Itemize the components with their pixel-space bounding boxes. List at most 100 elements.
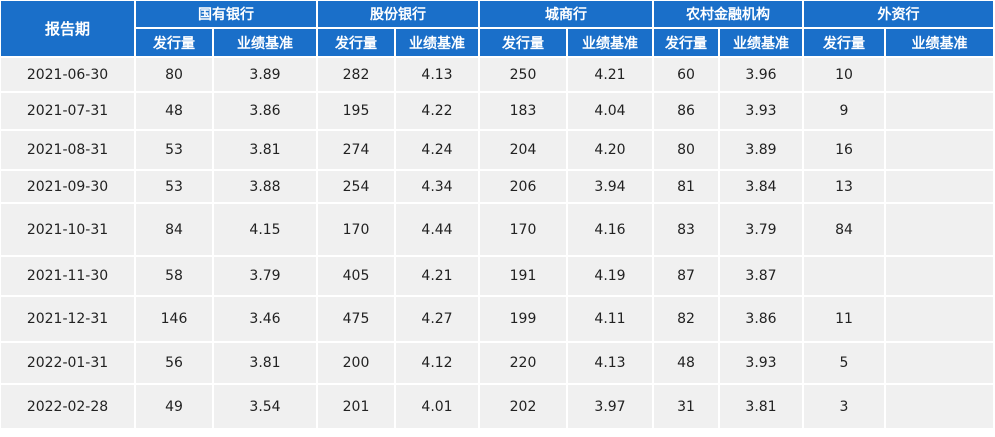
volume-cell: 191 bbox=[480, 257, 568, 297]
group-header: 农村金融机构 bbox=[654, 1, 804, 29]
period-cell: 2021-12-31 bbox=[1, 297, 136, 343]
sub-header-volume: 发行量 bbox=[480, 29, 568, 58]
volume-cell: 146 bbox=[136, 297, 214, 343]
period-cell: 2021-06-30 bbox=[1, 58, 136, 93]
benchmark-cell: 4.34 bbox=[396, 171, 480, 204]
table-row: 2021-08-31 53 3.81 274 4.24 204 4.20 80 3.89 16 bbox=[1, 131, 993, 171]
group-header: 外资行 bbox=[804, 1, 993, 29]
table-row: 2021-10-31 84 4.15 170 4.44 170 4.16 83 3.79 84 bbox=[1, 204, 993, 257]
volume-cell: 475 bbox=[318, 297, 396, 343]
volume-cell: 9 bbox=[804, 93, 886, 131]
sub-header-benchmark: 业绩基准 bbox=[720, 29, 804, 58]
volume-cell: 202 bbox=[480, 385, 568, 430]
table-body: 2021-06-30 80 3.89 282 4.13 250 4.21 60 3.96 10 20… bbox=[1, 58, 993, 430]
sub-header-benchmark: 业绩基准 bbox=[214, 29, 318, 58]
benchmark-cell: 3.93 bbox=[720, 343, 804, 385]
benchmark-cell: 4.20 bbox=[568, 131, 654, 171]
volume-cell: 254 bbox=[318, 171, 396, 204]
volume-cell: 199 bbox=[480, 297, 568, 343]
volume-cell: 53 bbox=[136, 131, 214, 171]
volume-cell: 170 bbox=[318, 204, 396, 257]
group-header: 国有银行 bbox=[136, 1, 318, 29]
table-row: 2021-11-30 58 3.79 405 4.21 191 4.19 87 3.87 bbox=[1, 257, 993, 297]
volume-cell: 16 bbox=[804, 131, 886, 171]
sub-header-volume: 发行量 bbox=[804, 29, 886, 58]
volume-cell: 31 bbox=[654, 385, 720, 430]
benchmark-cell: 3.81 bbox=[720, 385, 804, 430]
volume-cell: 200 bbox=[318, 343, 396, 385]
sub-header-volume: 发行量 bbox=[654, 29, 720, 58]
volume-cell: 201 bbox=[318, 385, 396, 430]
sub-header-volume: 发行量 bbox=[318, 29, 396, 58]
volume-cell: 206 bbox=[480, 171, 568, 204]
volume-cell: 84 bbox=[804, 204, 886, 257]
volume-cell: 405 bbox=[318, 257, 396, 297]
volume-cell: 81 bbox=[654, 171, 720, 204]
benchmark-cell bbox=[886, 257, 993, 297]
volume-cell: 48 bbox=[136, 93, 214, 131]
volume-cell: 48 bbox=[654, 343, 720, 385]
benchmark-cell: 4.21 bbox=[568, 58, 654, 93]
benchmark-cell: 4.13 bbox=[396, 58, 480, 93]
period-cell: 2022-02-28 bbox=[1, 385, 136, 430]
volume-cell: 11 bbox=[804, 297, 886, 343]
table-row: 2021-06-30 80 3.89 282 4.13 250 4.21 60 3.96 10 bbox=[1, 58, 993, 93]
benchmark-cell: 3.46 bbox=[214, 297, 318, 343]
sub-header-volume: 发行量 bbox=[136, 29, 214, 58]
benchmark-cell bbox=[886, 343, 993, 385]
volume-cell: 204 bbox=[480, 131, 568, 171]
benchmark-cell bbox=[886, 58, 993, 93]
benchmark-cell: 4.44 bbox=[396, 204, 480, 257]
benchmark-cell: 3.89 bbox=[720, 131, 804, 171]
benchmark-cell: 3.86 bbox=[214, 93, 318, 131]
benchmark-cell: 3.79 bbox=[214, 257, 318, 297]
table-row: 2022-02-28 49 3.54 201 4.01 202 3.97 31 3.81 3 bbox=[1, 385, 993, 430]
benchmark-cell: 3.94 bbox=[568, 171, 654, 204]
sub-header-benchmark: 业绩基准 bbox=[568, 29, 654, 58]
benchmark-cell: 4.21 bbox=[396, 257, 480, 297]
benchmark-cell: 3.81 bbox=[214, 131, 318, 171]
benchmark-cell bbox=[886, 131, 993, 171]
volume-cell: 86 bbox=[654, 93, 720, 131]
volume-cell: 80 bbox=[654, 131, 720, 171]
benchmark-cell bbox=[886, 171, 993, 204]
volume-cell: 53 bbox=[136, 171, 214, 204]
benchmark-cell: 3.93 bbox=[720, 93, 804, 131]
benchmark-cell bbox=[886, 93, 993, 131]
benchmark-cell: 4.11 bbox=[568, 297, 654, 343]
benchmark-cell: 4.27 bbox=[396, 297, 480, 343]
table-row: 2022-01-31 56 3.81 200 4.12 220 4.13 48 3.93 5 bbox=[1, 343, 993, 385]
sub-header-benchmark: 业绩基准 bbox=[396, 29, 480, 58]
volume-cell: 170 bbox=[480, 204, 568, 257]
volume-cell: 83 bbox=[654, 204, 720, 257]
period-cell: 2022-01-31 bbox=[1, 343, 136, 385]
table-header: 报告期 国有银行 股份银行 城商行 农村金融机构 外资行 发行量 业绩基准 发行… bbox=[1, 1, 993, 58]
benchmark-cell: 3.54 bbox=[214, 385, 318, 430]
period-cell: 2021-11-30 bbox=[1, 257, 136, 297]
volume-cell: 282 bbox=[318, 58, 396, 93]
benchmark-cell: 3.79 bbox=[720, 204, 804, 257]
period-header: 报告期 bbox=[1, 1, 136, 58]
volume-cell: 220 bbox=[480, 343, 568, 385]
volume-cell: 195 bbox=[318, 93, 396, 131]
group-header-row: 报告期 国有银行 股份银行 城商行 农村金融机构 外资行 bbox=[1, 1, 993, 58]
group-header: 城商行 bbox=[480, 1, 654, 29]
benchmark-cell: 3.84 bbox=[720, 171, 804, 204]
benchmark-cell bbox=[886, 297, 993, 343]
volume-cell: 10 bbox=[804, 58, 886, 93]
sub-header-benchmark: 业绩基准 bbox=[886, 29, 993, 58]
volume-cell: 3 bbox=[804, 385, 886, 430]
sub-header-row: 发行量 业绩基准 发行量 业绩基准 发行量 业绩基准 发行量 业绩基准 发行量 … bbox=[1, 29, 993, 58]
period-cell: 2021-07-31 bbox=[1, 93, 136, 131]
volume-cell: 60 bbox=[654, 58, 720, 93]
benchmark-cell: 3.96 bbox=[720, 58, 804, 93]
benchmark-cell bbox=[886, 385, 993, 430]
volume-cell: 84 bbox=[136, 204, 214, 257]
volume-cell: 80 bbox=[136, 58, 214, 93]
benchmark-cell: 4.13 bbox=[568, 343, 654, 385]
group-header: 股份银行 bbox=[318, 1, 480, 29]
volume-cell: 274 bbox=[318, 131, 396, 171]
benchmark-cell: 4.01 bbox=[396, 385, 480, 430]
volume-cell bbox=[804, 257, 886, 297]
deposit-issuance-table: 报告期 国有银行 股份银行 城商行 农村金融机构 外资行 发行量 业绩基准 发行… bbox=[1, 1, 993, 430]
